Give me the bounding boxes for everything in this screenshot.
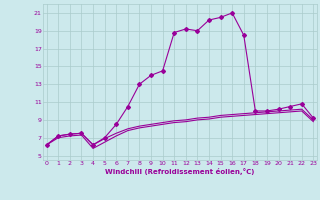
X-axis label: Windchill (Refroidissement éolien,°C): Windchill (Refroidissement éolien,°C) — [105, 168, 255, 175]
